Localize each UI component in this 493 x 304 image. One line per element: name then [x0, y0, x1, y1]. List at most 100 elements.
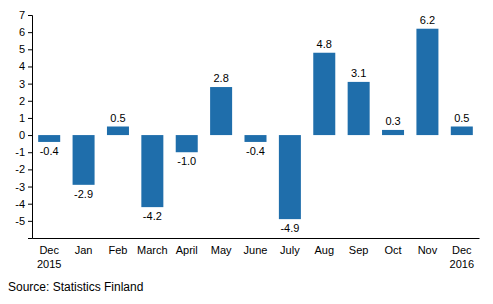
data-label: 3.1: [351, 67, 366, 79]
x-tick-label: June: [244, 244, 268, 256]
x-tick: July: [280, 238, 300, 256]
x-tick-label-line: Nov: [418, 244, 438, 256]
y-tick-mark: [28, 49, 32, 50]
y-tick-label: -5: [15, 215, 25, 227]
bar: [279, 135, 301, 219]
x-tick: Sep: [349, 238, 369, 256]
y-axis: -5 -4 -3 -2 -1 0 1 2 3 4 5 6 7: [15, 9, 32, 238]
x-tick-label: Sep: [349, 244, 369, 256]
data-label: -0.4: [246, 145, 265, 157]
data-label: -4.2: [143, 210, 162, 222]
x-tick-label: Nov: [418, 244, 438, 256]
data-label: 0.3: [385, 115, 400, 127]
bar: [176, 135, 198, 152]
y-tick-label: 6: [19, 26, 25, 38]
y-tick-mark: [28, 15, 32, 16]
x-tick-label: Aug: [314, 244, 334, 256]
x-tick-label: March: [137, 244, 168, 256]
y-tick-mark: [28, 118, 32, 119]
bar: [38, 135, 60, 142]
x-tick-label: Dec 2016: [450, 244, 474, 270]
y-tick: 1: [19, 112, 32, 124]
y-tick-label: 3: [19, 78, 25, 90]
x-tick-label: Jan: [75, 244, 93, 256]
y-tick: 0: [19, 129, 32, 141]
x-tick: April: [176, 238, 198, 256]
data-label: 0.5: [110, 112, 125, 124]
bar: [73, 135, 95, 185]
y-tick-mark: [28, 152, 32, 153]
x-tick: Oct: [384, 238, 401, 256]
bar: [244, 135, 266, 142]
x-tick-label-line: Aug: [314, 244, 334, 256]
y-tick-mark: [28, 101, 32, 102]
x-tick-label-line: 2015: [37, 258, 61, 270]
source: Source: Statistics Finland: [8, 280, 143, 294]
y-tick-label: 4: [19, 60, 25, 72]
x-tick-label: July: [280, 244, 300, 256]
x-tick: Aug: [314, 238, 334, 256]
data-labels: -0.4-2.90.5-4.2-1.02.8-0.4-4.94.83.10.36…: [40, 14, 470, 234]
y-tick: -1: [15, 146, 32, 158]
y-tick-label: 0: [19, 129, 25, 141]
y-tick-label: 1: [19, 112, 25, 124]
x-tick: March: [137, 238, 168, 256]
x-axis-line: [33, 238, 480, 239]
y-tick: 5: [19, 43, 32, 55]
x-tick-label-line: Dec: [452, 244, 472, 256]
y-tick-mark: [28, 204, 32, 205]
bar: [107, 127, 129, 136]
y-tick: -5: [15, 215, 32, 227]
y-tick-label: 7: [19, 9, 25, 21]
bars: [38, 29, 473, 219]
x-tick-label-line: Sep: [349, 244, 369, 256]
y-tick-label: 2: [19, 95, 25, 107]
y-tick: -3: [15, 181, 32, 193]
y-tick-mark: [28, 169, 32, 170]
y-tick-mark: [28, 84, 32, 85]
y-tick-label: -4: [15, 198, 25, 210]
x-tick-label-line: June: [244, 244, 268, 256]
x-tick-label-line: 2016: [450, 258, 474, 270]
plot: -5 -4 -3 -2 -1 0 1 2 3 4 5 6 7 Dec 2015 Jan Feb March Apri…: [15, 9, 479, 270]
y-tick-label: -1: [15, 146, 25, 158]
x-tick-label-line: Oct: [384, 244, 401, 256]
y-tick-label: -3: [15, 181, 25, 193]
y-tick: -2: [15, 163, 32, 175]
y-tick-mark: [28, 187, 32, 188]
x-tick-label: April: [176, 244, 198, 256]
bar: [210, 87, 232, 135]
bar: [141, 135, 163, 207]
y-tick-label: -2: [15, 163, 25, 175]
x-tick-label-line: Feb: [108, 244, 127, 256]
bar: [451, 127, 473, 136]
data-label: 0.5: [454, 112, 469, 124]
chart: -5 -4 -3 -2 -1 0 1 2 3 4 5 6 7 Dec 2015 Jan Feb March Apri…: [0, 0, 493, 304]
data-label: -1.0: [177, 155, 196, 167]
x-tick: Jan: [75, 238, 93, 256]
y-tick-label: 5: [19, 43, 25, 55]
y-tick-mark: [28, 221, 32, 222]
x-tick: Feb: [108, 238, 127, 256]
data-label: 2.8: [213, 72, 228, 84]
y-axis-line: [28, 16, 33, 239]
bar: [348, 82, 370, 135]
x-tick-label-line: July: [280, 244, 300, 256]
y-tick-mark: [28, 135, 32, 136]
x-tick-label: Oct: [384, 244, 401, 256]
x-tick: Nov: [418, 238, 438, 256]
y-tick: 6: [19, 26, 32, 38]
x-tick: May: [211, 238, 232, 256]
y-tick-mark: [28, 32, 32, 33]
data-label: -2.9: [74, 188, 93, 200]
x-tick: June: [244, 238, 268, 256]
y-tick: 7: [19, 9, 32, 21]
data-label: -0.4: [40, 145, 59, 157]
x-tick-label-line: April: [176, 244, 198, 256]
y-tick: 4: [19, 60, 32, 72]
x-tick-label-line: May: [211, 244, 232, 256]
bar: [382, 130, 404, 135]
x-tick-label: Dec 2015: [37, 244, 61, 270]
x-tick-label-line: Dec: [39, 244, 59, 256]
y-tick: -4: [15, 198, 32, 210]
